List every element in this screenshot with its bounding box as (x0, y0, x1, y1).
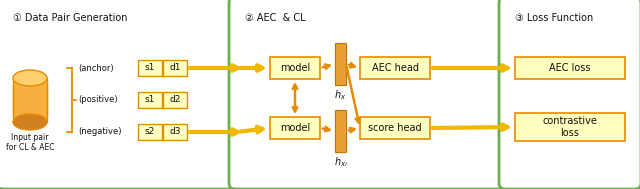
Bar (138, 60, 162, 76)
Text: score head: score head (368, 123, 422, 133)
Bar (163, 92, 187, 108)
Bar (138, 124, 162, 140)
Text: model: model (280, 123, 310, 133)
Text: contrastive
loss: contrastive loss (543, 116, 597, 138)
Bar (360, 57, 430, 79)
Bar (360, 117, 430, 139)
Text: (negative): (negative) (78, 128, 122, 136)
Text: model: model (280, 63, 310, 73)
Text: s1: s1 (145, 95, 155, 105)
Text: d1: d1 (169, 64, 180, 73)
Bar (335, 43, 346, 85)
Text: ② AEC  & CL: ② AEC & CL (245, 13, 306, 23)
FancyBboxPatch shape (229, 0, 504, 189)
Text: d3: d3 (169, 128, 180, 136)
Bar (335, 110, 346, 152)
FancyBboxPatch shape (0, 0, 234, 189)
Bar (270, 57, 320, 79)
Ellipse shape (13, 70, 47, 86)
Text: (positive): (positive) (78, 95, 118, 105)
Text: d2: d2 (170, 95, 180, 105)
Text: s1: s1 (145, 64, 155, 73)
Bar (163, 124, 187, 140)
Bar (138, 92, 162, 108)
Text: AEC loss: AEC loss (549, 63, 591, 73)
Text: $h_{x\prime}$: $h_{x\prime}$ (333, 155, 348, 169)
Text: s2: s2 (145, 128, 155, 136)
Bar (270, 117, 320, 139)
Bar (515, 113, 625, 141)
Text: ① Data Pair Generation: ① Data Pair Generation (13, 13, 127, 23)
Text: (anchor): (anchor) (78, 64, 114, 73)
Text: $h_x$: $h_x$ (334, 88, 347, 102)
Bar (13, 78, 47, 122)
Ellipse shape (13, 114, 47, 130)
FancyBboxPatch shape (499, 0, 640, 189)
Text: ③ Loss Function: ③ Loss Function (515, 13, 593, 23)
Bar (163, 60, 187, 76)
Text: Input pair
for CL & AEC: Input pair for CL & AEC (6, 133, 54, 152)
Text: AEC head: AEC head (371, 63, 419, 73)
Bar (515, 57, 625, 79)
